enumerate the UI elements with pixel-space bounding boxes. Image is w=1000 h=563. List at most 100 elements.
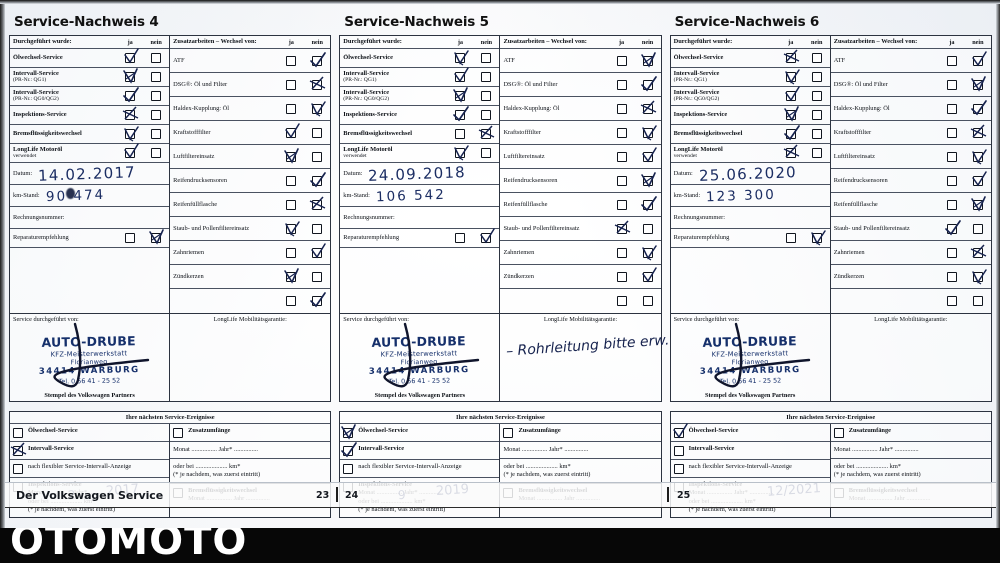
checkbox-nein[interactable] — [971, 99, 987, 115]
datum-value[interactable]: 14.02.2017 — [37, 162, 137, 185]
repair-ja-cell[interactable] — [447, 233, 473, 243]
repair-ja-cell[interactable] — [778, 233, 804, 243]
next-flexible-row[interactable]: nach flexibler Service-Intervall-Anzeige — [10, 460, 170, 478]
performed-nein-cell[interactable] — [473, 91, 499, 101]
additional-ja-cell[interactable] — [278, 220, 304, 236]
checkbox-ja[interactable] — [785, 233, 796, 243]
additional-ja-cell[interactable] — [278, 296, 304, 306]
repair-nein-cell[interactable] — [473, 228, 499, 244]
additional-ja-cell[interactable] — [278, 122, 304, 138]
checkbox-ja[interactable] — [616, 296, 627, 306]
additional-nein-cell[interactable] — [304, 223, 330, 234]
checkbox-ja[interactable] — [946, 296, 957, 306]
additional-ja-cell[interactable] — [609, 79, 635, 90]
additional-ja-cell[interactable] — [609, 127, 635, 138]
performed-nein-cell[interactable] — [473, 53, 499, 63]
additional-nein-cell[interactable] — [965, 75, 991, 92]
checkbox-ja[interactable] — [946, 127, 957, 138]
additional-nein-cell[interactable] — [635, 223, 661, 234]
performed-nein-cell[interactable] — [143, 148, 169, 158]
km-value[interactable]: 106 542 — [375, 186, 447, 205]
checkbox-ja[interactable] — [123, 68, 138, 84]
additional-nein-cell[interactable] — [304, 151, 330, 162]
additional-ja-cell[interactable] — [939, 103, 965, 114]
checkbox-nein[interactable] — [811, 53, 822, 63]
checkbox-ja[interactable] — [123, 87, 139, 103]
additional-nein-cell[interactable] — [635, 99, 661, 114]
additional-nein-cell[interactable] — [635, 124, 661, 140]
performed-ja-cell[interactable] — [447, 129, 473, 139]
additional-nein-cell[interactable] — [965, 268, 991, 284]
checkbox-extra[interactable] — [833, 428, 844, 438]
checkbox-nein[interactable] — [642, 296, 653, 306]
checkbox-interval[interactable] — [673, 446, 684, 456]
additional-ja-cell[interactable] — [939, 199, 965, 210]
checkbox-ja[interactable] — [616, 79, 627, 90]
performed-ja-cell[interactable] — [447, 87, 473, 103]
checkbox-ja[interactable] — [616, 103, 627, 114]
checkbox-ja[interactable] — [124, 126, 139, 142]
additional-nein-cell[interactable] — [965, 223, 991, 234]
additional-nein-cell[interactable] — [635, 266, 661, 282]
checkbox-nein[interactable] — [972, 268, 987, 284]
checkbox-nein[interactable] — [309, 195, 326, 210]
checkbox-ja[interactable] — [783, 49, 800, 63]
checkbox-nein[interactable] — [640, 195, 657, 211]
checkbox-ja[interactable] — [453, 87, 469, 103]
additional-ja-cell[interactable] — [939, 296, 965, 306]
checkbox-nein[interactable] — [311, 242, 327, 258]
checkbox-nein[interactable] — [642, 223, 653, 234]
next-extra-row[interactable]: Zusatzumfänge — [170, 424, 331, 442]
checkbox-nein[interactable] — [479, 125, 495, 139]
checkbox-nein[interactable] — [149, 229, 164, 245]
additional-nein-cell[interactable] — [965, 296, 991, 306]
checkbox-oil[interactable] — [13, 428, 23, 438]
checkbox-ja[interactable] — [125, 233, 136, 243]
additional-ja-cell[interactable] — [939, 175, 965, 186]
additional-ja-cell[interactable] — [609, 247, 635, 258]
additional-ja-cell[interactable] — [939, 151, 965, 162]
checkbox-nein[interactable] — [310, 171, 327, 187]
datum-value[interactable]: 25.06.2020 — [698, 162, 797, 185]
additional-nein-cell[interactable] — [635, 195, 661, 211]
additional-nein-cell[interactable] — [304, 292, 330, 308]
additional-ja-cell[interactable] — [609, 199, 635, 210]
checkbox-nein[interactable] — [971, 195, 986, 212]
additional-ja-cell[interactable] — [278, 247, 304, 258]
checkbox-nein[interactable] — [151, 148, 162, 158]
additional-nein-cell[interactable] — [965, 170, 991, 186]
checkbox-nein[interactable] — [151, 110, 162, 120]
checkbox-nein[interactable] — [312, 271, 323, 282]
checkbox-ja[interactable] — [124, 143, 139, 159]
checkbox-oil[interactable] — [341, 424, 357, 440]
additional-nein-cell[interactable] — [304, 100, 330, 116]
additional-nein-cell[interactable] — [635, 146, 661, 162]
additional-ja-cell[interactable] — [278, 79, 304, 90]
performed-ja-cell[interactable] — [778, 86, 804, 102]
performed-ja-cell[interactable] — [117, 87, 143, 103]
checkbox-ja[interactable] — [124, 48, 139, 64]
additional-ja-cell[interactable] — [278, 147, 304, 164]
performed-nein-cell[interactable] — [473, 148, 499, 158]
performed-nein-cell[interactable] — [143, 129, 169, 139]
additional-nein-cell[interactable] — [635, 75, 661, 91]
performed-nein-cell[interactable] — [804, 129, 830, 139]
checkbox-nein[interactable] — [312, 127, 323, 138]
km-value[interactable]: 123 300 — [705, 186, 777, 205]
checkbox-nein[interactable] — [640, 171, 656, 188]
km-value[interactable]: 90 474 — [45, 186, 106, 205]
checkbox-ja[interactable] — [285, 220, 301, 236]
additional-nein-cell[interactable] — [304, 171, 330, 187]
next-oil-row[interactable]: Ölwechsel-Service — [670, 423, 830, 442]
checkbox-ja[interactable] — [454, 145, 470, 161]
additional-ja-cell[interactable] — [609, 175, 635, 186]
additional-ja-cell[interactable] — [939, 79, 965, 90]
performed-ja-cell[interactable] — [447, 106, 473, 122]
checkbox-nein[interactable] — [151, 53, 162, 63]
checkbox-oil[interactable] — [672, 423, 688, 439]
checkbox-nein[interactable] — [481, 53, 492, 63]
additional-ja-cell[interactable] — [278, 55, 304, 66]
additional-ja-cell[interactable] — [278, 103, 304, 114]
performed-ja-cell[interactable] — [117, 126, 143, 142]
performed-nein-cell[interactable] — [143, 53, 169, 63]
